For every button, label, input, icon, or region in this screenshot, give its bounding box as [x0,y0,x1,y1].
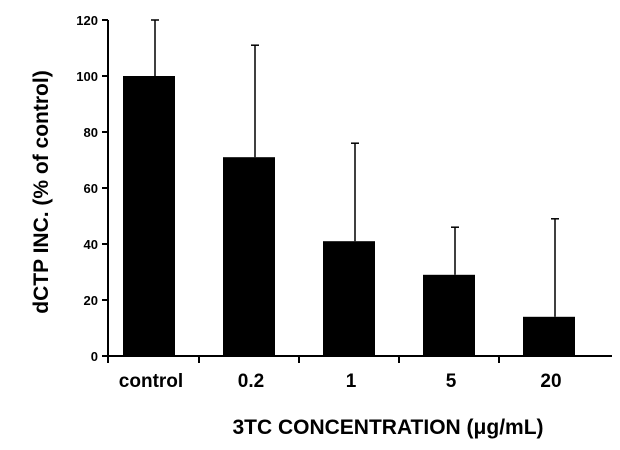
y-tick-label: 0 [91,349,98,364]
x-axis-ticks: control 0.2 1 5 20 [107,356,562,392]
y-tick-label: 20 [84,293,98,308]
x-category-label: 5 [446,371,457,392]
y-tick-label: 80 [84,125,98,140]
axes [107,20,612,357]
bar-0-2 [223,157,275,356]
y-tick-label: 100 [76,69,98,84]
bar-20 [523,316,575,356]
error-bars [151,19,559,317]
x-axis-title: 3TC CONCENTRATION (μg/mL) [232,416,543,439]
bars [123,76,575,356]
y-tick-label: 60 [84,181,98,196]
x-category-label: control [119,371,183,392]
x-category-label: 1 [346,371,357,392]
x-category-label: 0.2 [238,371,264,392]
y-axis-ticks: 0 20 40 60 80 100 120 [76,13,108,364]
bar-control [123,76,175,356]
y-axis-title: dCTP INC. (% of control) [30,70,53,313]
x-category-label: 20 [540,371,561,392]
axis-labels: dCTP INC. (% of control) 3TC CONCENTRATI… [30,70,544,439]
y-tick-label: 120 [76,13,98,28]
y-tick-label: 40 [84,237,98,252]
bar-5 [423,274,475,356]
bar-1 [323,241,375,356]
